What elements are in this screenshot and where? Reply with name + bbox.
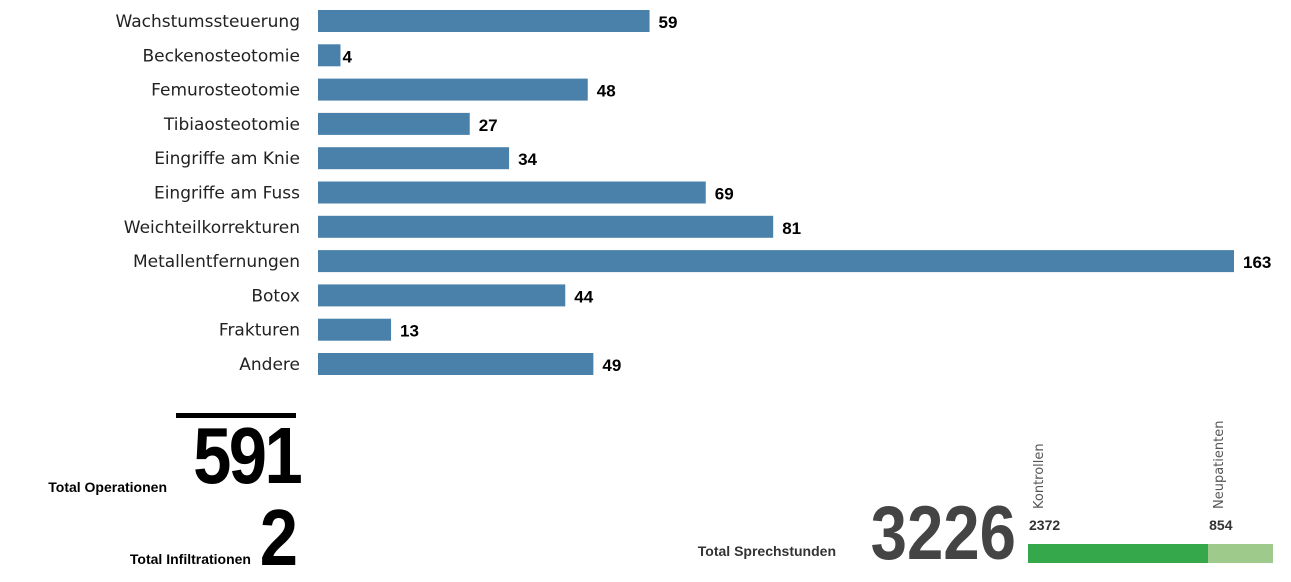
stack-series-label-neupatienten: Neupatienten	[1212, 420, 1228, 509]
horizontal-bar-chart: Wachstumssteuerung 59 Beckenosteotomie 4 Fem…	[115, 10, 1271, 375]
bar	[318, 44, 341, 67]
bar	[318, 147, 510, 170]
data-label: 48	[597, 82, 616, 101]
data-label: 44	[574, 287, 593, 306]
category-label: Beckenosteotomie	[142, 46, 300, 66]
total-infiltrations-label: Total Infiltrationen	[129, 551, 251, 567]
category-label: Andere	[239, 355, 300, 375]
bar	[318, 250, 1234, 273]
bar	[318, 215, 774, 238]
total-operations-value: 591	[193, 411, 303, 500]
bar	[318, 318, 392, 341]
bar	[318, 353, 594, 375]
total-infiltrations-value: 2	[259, 493, 298, 582]
bar	[318, 284, 566, 307]
bar	[318, 78, 588, 101]
bar	[318, 10, 650, 32]
data-label: 13	[400, 322, 419, 341]
data-label: 4	[342, 47, 352, 66]
category-label: Eingriffe am Fuss	[154, 184, 300, 204]
bar	[318, 181, 706, 204]
data-label: 49	[602, 356, 621, 375]
stack-series-label-kontrollen: Kontrollen	[1032, 443, 1047, 509]
total-sprechstunden-value: 3226	[870, 491, 1016, 576]
category-label: Weichteilkorrekturen	[124, 218, 300, 238]
stack-segment-neupatienten	[1208, 544, 1273, 563]
category-label: Frakturen	[219, 321, 300, 341]
total-operations-rule	[176, 413, 296, 418]
data-label: 69	[715, 185, 734, 204]
category-label: Metallentfernungen	[133, 252, 300, 272]
category-label: Femurosteotomie	[151, 81, 300, 101]
category-label: Botox	[251, 286, 300, 306]
bar	[318, 112, 470, 135]
data-label: 163	[1243, 253, 1271, 272]
stack-value-kontrollen: 2372	[1029, 517, 1061, 533]
category-label: Eingriffe am Knie	[154, 149, 300, 169]
data-label: 59	[659, 13, 678, 32]
category-label: Wachstumssteuerung	[115, 12, 300, 32]
stack-value-neupatienten: 854	[1209, 517, 1233, 533]
data-label: 81	[782, 219, 801, 238]
total-operations-label: Total Operationen	[48, 479, 167, 495]
stack-segment-kontrollen	[1028, 544, 1209, 563]
category-label: Tibiaosteotomie	[163, 115, 300, 135]
data-label: 27	[479, 116, 498, 135]
data-label: 34	[518, 150, 537, 169]
total-sprechstunden-label: Total Sprechstunden	[697, 543, 836, 559]
